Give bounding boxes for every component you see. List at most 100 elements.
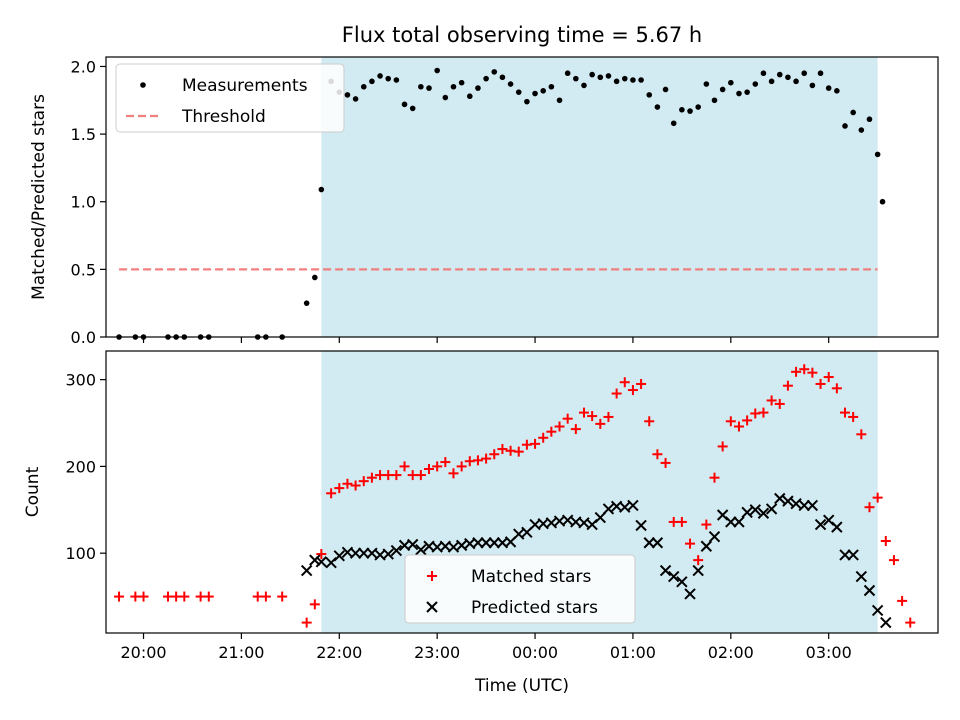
data-point [573, 75, 579, 82]
data-point [848, 411, 859, 422]
x-b [774, 492, 786, 505]
ratio-panel: 0.0 0.5 1.0 1.5 2.0 Measurements Threshold [71, 56, 939, 347]
data-point [834, 88, 840, 94]
data-point [866, 116, 873, 123]
x-b [733, 516, 745, 528]
x-b [537, 517, 549, 530]
data-point [440, 457, 451, 468]
data-point [858, 127, 865, 133]
x-b [676, 576, 688, 588]
data-point [589, 71, 595, 78]
data-point [725, 416, 736, 427]
data-point [806, 499, 819, 512]
data-point [644, 416, 655, 427]
data-point [391, 470, 402, 481]
data-point [415, 470, 426, 481]
x-b [863, 584, 876, 597]
data-point [758, 407, 769, 418]
data-point [692, 564, 704, 577]
data-point [736, 90, 742, 97]
data-point [488, 537, 500, 549]
data-point [703, 81, 710, 87]
legend-label: Measurements [182, 76, 308, 96]
data-point [613, 78, 620, 85]
x-b [684, 588, 696, 600]
data-point [700, 540, 713, 552]
legend-box [115, 63, 345, 133]
y-tick-label: 100 [65, 544, 96, 563]
data-point [326, 488, 337, 499]
x-b [814, 518, 827, 531]
x-b [635, 519, 647, 532]
legend-marker [140, 82, 146, 88]
data-point [448, 468, 459, 479]
data-point [562, 413, 573, 424]
data-point [880, 616, 892, 629]
data-point [409, 105, 416, 112]
data-point [466, 93, 473, 100]
x-b [431, 541, 443, 553]
data-point [659, 564, 672, 577]
data-point [888, 555, 899, 566]
data-point [366, 472, 377, 483]
data-point [358, 547, 370, 559]
x-b [659, 564, 672, 577]
data-point [693, 555, 704, 566]
data-point [643, 537, 655, 549]
data-point [670, 120, 677, 127]
data-point [442, 94, 449, 101]
data-point [570, 424, 581, 435]
count-panel: 100 200 300 20:00 21:00 22:00 23:00 00:00 01:00 0… [65, 350, 939, 662]
data-point [554, 421, 565, 432]
data-point [481, 453, 492, 464]
x-b [757, 507, 770, 519]
data-point [303, 300, 310, 306]
data-point [587, 411, 598, 422]
x-b [871, 604, 884, 617]
x-b [716, 509, 729, 521]
data-point [871, 604, 884, 617]
data-point [638, 77, 644, 83]
data-point [728, 79, 734, 86]
data-point [897, 595, 908, 606]
data-point [424, 464, 435, 475]
chart-title: Flux total observing time = 5.67 h [342, 23, 702, 47]
x-tick-label: 01:00 [610, 643, 656, 662]
data-point [513, 446, 524, 457]
x-b [749, 504, 761, 516]
data-point [774, 492, 786, 505]
top-y-axis-label: Matched/Predicted stars [29, 94, 49, 300]
data-point [742, 415, 753, 426]
data-point [564, 70, 571, 77]
data-point [733, 421, 744, 432]
x-b [741, 506, 753, 519]
x-b [545, 517, 558, 529]
x-b [553, 515, 566, 527]
data-point [619, 377, 630, 388]
data-point [491, 69, 498, 75]
data-point [581, 82, 587, 89]
data-point [776, 71, 783, 78]
y-tick-label: 1.0 [71, 193, 96, 212]
data-point [635, 519, 647, 532]
data-point [418, 83, 424, 90]
data-point [597, 74, 604, 81]
x-b [513, 528, 525, 540]
data-point [749, 504, 761, 516]
bottom-y-axis-label: Count [23, 466, 43, 517]
data-point [807, 367, 818, 378]
x-b [700, 540, 713, 552]
data-point [654, 104, 661, 110]
data-point [472, 455, 483, 466]
y-tick-label: 2.0 [71, 57, 96, 76]
x-b [668, 570, 680, 583]
data-point [524, 98, 530, 105]
x-tick-label: 23:00 [414, 643, 460, 662]
x-b [725, 516, 737, 528]
data-point [358, 476, 369, 487]
x-b [315, 556, 328, 568]
x-b [358, 547, 370, 559]
data-point [315, 556, 328, 568]
data-point [741, 506, 753, 519]
data-point [744, 89, 750, 95]
